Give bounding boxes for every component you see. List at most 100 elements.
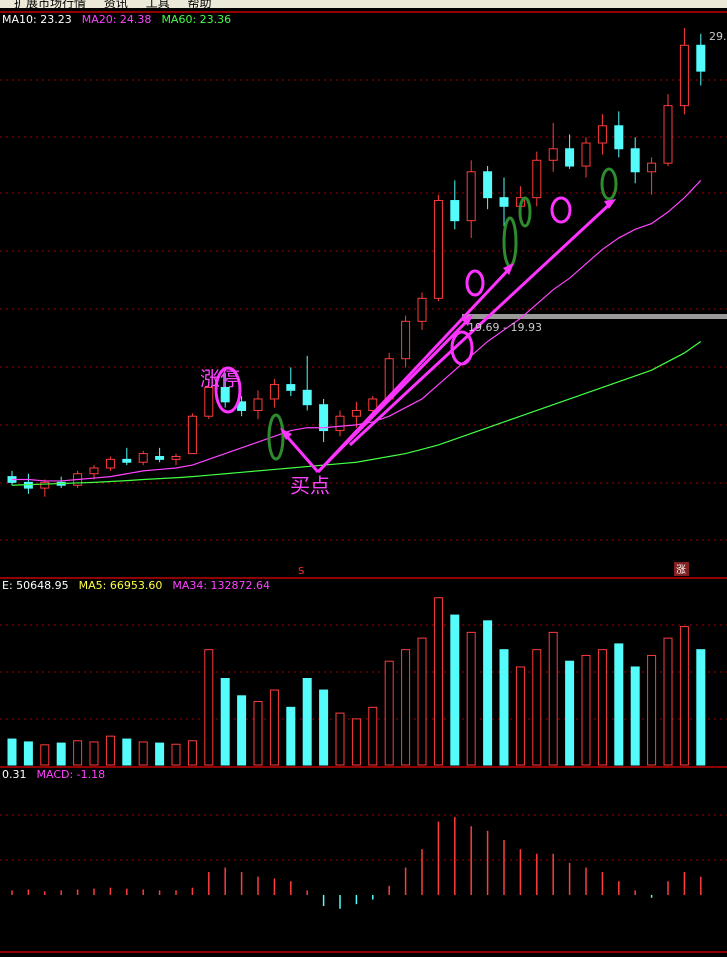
volume-bar bbox=[581, 654, 591, 766]
candle-body bbox=[204, 386, 214, 417]
volume-bar bbox=[368, 706, 378, 766]
indicator-label: 0.31 bbox=[2, 768, 27, 781]
volume-bar bbox=[630, 666, 640, 766]
indicator-label: MA60: 23.36 bbox=[161, 13, 231, 26]
volume-bar bbox=[433, 597, 443, 766]
indicator-label: MA5: 66953.60 bbox=[79, 579, 163, 592]
indicator-label: MA20: 24.38 bbox=[82, 13, 152, 26]
volume-bar bbox=[187, 740, 197, 766]
candle-body bbox=[548, 148, 558, 161]
candle-body bbox=[483, 171, 493, 199]
candle-body bbox=[105, 458, 115, 469]
candle-body bbox=[499, 197, 509, 207]
volume-bar bbox=[663, 637, 673, 766]
panel-separators bbox=[0, 11, 727, 953]
price-grid bbox=[0, 79, 727, 861]
volume-bar bbox=[647, 654, 657, 766]
candle-body bbox=[351, 409, 361, 417]
candle-body bbox=[220, 386, 230, 403]
candle-body bbox=[450, 200, 460, 222]
range-label: 19.69 - 19.93 bbox=[468, 321, 542, 334]
menu-item[interactable]: 扩展市场行情 bbox=[14, 0, 87, 10]
candle-body bbox=[581, 142, 591, 167]
indicator-label: MACD: -1.18 bbox=[37, 768, 106, 781]
candle-body bbox=[696, 44, 706, 72]
indicator-label: E: 50648.95 bbox=[2, 579, 69, 592]
candle-body bbox=[302, 389, 312, 406]
volume-bar bbox=[565, 660, 575, 766]
menu-item[interactable]: 帮助 bbox=[187, 0, 212, 10]
volume-bar bbox=[253, 701, 263, 766]
candle-body bbox=[89, 467, 99, 475]
volume-bar bbox=[220, 678, 230, 766]
volume-bar bbox=[73, 740, 83, 766]
volume-bar bbox=[302, 678, 312, 766]
volume-bar bbox=[56, 742, 66, 766]
volume-bar bbox=[155, 742, 165, 766]
candle-body bbox=[368, 398, 378, 411]
candle-body bbox=[679, 44, 689, 107]
volume-bar bbox=[89, 741, 99, 766]
indicator-label: MA10: 23.23 bbox=[2, 13, 72, 26]
volume-bar bbox=[417, 637, 427, 766]
candle-body bbox=[401, 320, 411, 360]
volume-bar bbox=[597, 649, 607, 766]
candle-body bbox=[433, 200, 443, 299]
candle-body bbox=[286, 384, 296, 391]
volume-bar bbox=[548, 631, 558, 766]
volume-bar bbox=[401, 649, 411, 766]
candle-body bbox=[138, 453, 148, 463]
volume-bar bbox=[286, 706, 296, 766]
volume-bar bbox=[7, 738, 17, 766]
volume-bar bbox=[237, 695, 247, 766]
candle-body bbox=[335, 415, 345, 432]
ma60-line bbox=[11, 340, 702, 486]
volume-bar bbox=[122, 738, 132, 766]
volume-bar bbox=[40, 744, 50, 766]
candle-body bbox=[171, 455, 181, 460]
signal-marker: S bbox=[298, 566, 304, 577]
volume-bar bbox=[351, 718, 361, 766]
indicator-label: MA34: 132872.64 bbox=[172, 579, 270, 592]
candle-body bbox=[122, 458, 132, 463]
volume-bar bbox=[450, 614, 460, 766]
range-highlight bbox=[462, 314, 727, 319]
candle-body bbox=[319, 404, 329, 432]
candle-body bbox=[647, 162, 657, 173]
volume-bar bbox=[499, 649, 509, 766]
candle-body bbox=[565, 148, 575, 167]
volume-bar bbox=[384, 660, 394, 766]
candle-body bbox=[417, 297, 427, 322]
ma20-line bbox=[12, 179, 702, 482]
menu-item[interactable]: 工具 bbox=[145, 0, 170, 10]
volume-bar bbox=[269, 689, 279, 766]
data-layer: MA10: 23.23 MA20: 24.38 MA60: 23.36 E: 5064… bbox=[2, 13, 706, 909]
annotation-shapes bbox=[214, 167, 618, 474]
annotation-buy-point: 买点 bbox=[290, 474, 330, 498]
volume-bar bbox=[23, 741, 33, 766]
candle-body bbox=[187, 415, 197, 455]
volume-bar bbox=[105, 735, 115, 766]
candle-body bbox=[597, 125, 607, 144]
volume-bar bbox=[171, 743, 181, 766]
menu-item[interactable]: 资讯 bbox=[103, 0, 128, 10]
candle-body bbox=[466, 171, 476, 222]
volume-bar bbox=[679, 626, 689, 766]
candle-body bbox=[532, 159, 542, 199]
volume-bar bbox=[138, 741, 148, 766]
volume-bar bbox=[483, 620, 493, 766]
candle-body bbox=[614, 125, 624, 150]
menu-bar: 扩展市场行情 资讯 工具 帮助 bbox=[0, 0, 727, 10]
candle-body bbox=[40, 481, 50, 489]
volume-bar bbox=[466, 631, 476, 766]
volume-bar bbox=[515, 666, 525, 766]
volume-bar bbox=[335, 712, 345, 766]
signal-badge bbox=[674, 562, 689, 576]
candle-body bbox=[663, 105, 673, 164]
candle-body bbox=[630, 148, 640, 173]
high-price-label: 29. bbox=[709, 30, 727, 43]
volume-bar bbox=[319, 689, 329, 766]
candle-body bbox=[269, 384, 279, 400]
